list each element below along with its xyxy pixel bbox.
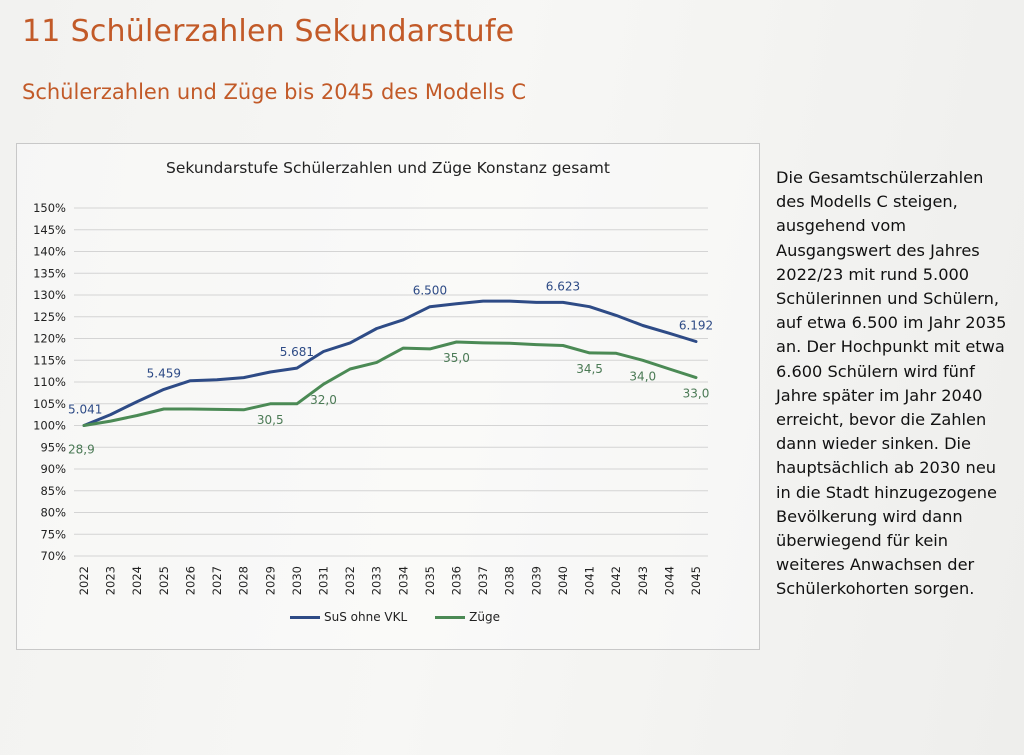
- y-tick-label: 150%: [33, 201, 66, 215]
- chart-legend: SuS ohne VKL Züge: [290, 610, 500, 624]
- y-tick-label: 105%: [33, 397, 66, 411]
- data-label: 5.681: [280, 345, 314, 359]
- chart-title: Sekundarstufe Schülerzahlen und Züge Kon…: [166, 159, 610, 177]
- x-tick-label: 2032: [343, 566, 357, 595]
- y-tick-label: 125%: [33, 310, 66, 324]
- series-line-1: [82, 299, 698, 427]
- x-tick-label: 2030: [290, 566, 304, 595]
- y-tick-label: 100%: [33, 419, 66, 433]
- y-tick-label: 85%: [40, 484, 66, 498]
- y-tick-label: 140%: [33, 245, 66, 259]
- x-tick-label: 2022: [77, 566, 91, 595]
- x-tick-label: 2035: [423, 566, 437, 595]
- y-tick-label: 70%: [40, 549, 66, 563]
- x-tick-label: 2024: [130, 566, 144, 595]
- x-tick-label: 2025: [157, 566, 171, 595]
- data-label: 5.459: [147, 366, 181, 380]
- x-tick-label: 2045: [689, 566, 703, 595]
- section-number: 11: [22, 14, 61, 49]
- y-tick-label: 115%: [33, 353, 66, 367]
- data-label: 5.041: [68, 403, 102, 417]
- x-tick-label: 2027: [210, 566, 224, 595]
- data-label: 6.192: [679, 319, 713, 333]
- section-title: Schülerzahlen Sekundarstufe: [70, 14, 515, 49]
- data-label: 34,0: [629, 369, 656, 383]
- data-label: 33,0: [683, 387, 710, 401]
- x-tick-label: 2033: [370, 566, 384, 595]
- y-tick-label: 80%: [40, 506, 66, 520]
- x-tick-label: 2039: [529, 566, 543, 595]
- x-tick-label: 2031: [316, 566, 330, 595]
- data-label: 32,0: [310, 393, 337, 407]
- x-tick-label: 2044: [662, 566, 676, 595]
- chart-frame: [16, 143, 760, 650]
- y-tick-label: 145%: [33, 223, 66, 237]
- y-tick-label: 120%: [33, 332, 66, 346]
- x-tick-label: 2034: [396, 566, 410, 595]
- page-subtitle: Schülerzahlen und Züge bis 2045 des Mode…: [22, 80, 526, 104]
- legend-swatch-series-2: [435, 615, 466, 619]
- x-tick-label: 2038: [503, 566, 517, 595]
- legend-item-series-1: SuS ohne VKL: [290, 610, 407, 624]
- data-label: 35,0: [443, 351, 470, 365]
- y-tick-label: 95%: [40, 440, 66, 454]
- legend-label-series-2: Züge: [469, 610, 500, 624]
- x-tick-label: 2028: [237, 566, 251, 595]
- legend-swatch-series-1: [290, 615, 320, 619]
- legend-item-series-2: Züge: [435, 610, 500, 624]
- x-tick-label: 2042: [609, 566, 623, 595]
- x-tick-label: 2043: [636, 566, 650, 595]
- y-tick-label: 90%: [40, 462, 66, 476]
- series-line-2: [82, 340, 698, 427]
- legend-label-series-1: SuS ohne VKL: [324, 610, 408, 624]
- data-label: 30,5: [257, 413, 284, 427]
- x-tick-label: 2040: [556, 566, 570, 595]
- x-tick-label: 2036: [450, 566, 464, 595]
- y-tick-label: 130%: [33, 288, 66, 302]
- x-tick-label: 2041: [583, 566, 597, 595]
- data-label: 6.500: [413, 284, 447, 298]
- data-label: 28,9: [68, 443, 95, 457]
- y-tick-label: 135%: [33, 266, 66, 280]
- page-title: 11 Schülerzahlen Sekundarstufe: [22, 14, 514, 49]
- y-tick-label: 110%: [33, 375, 66, 389]
- y-tick-label: 75%: [40, 527, 66, 541]
- data-label: 34,5: [576, 362, 603, 376]
- x-tick-label: 2023: [104, 566, 118, 595]
- x-tick-label: 2026: [183, 566, 197, 595]
- x-tick-label: 2029: [263, 566, 277, 595]
- x-tick-label: 2037: [476, 566, 490, 595]
- description-text: Die Gesamtschülerzahlen des Modells C st…: [776, 168, 1007, 599]
- data-label: 6.623: [546, 279, 580, 293]
